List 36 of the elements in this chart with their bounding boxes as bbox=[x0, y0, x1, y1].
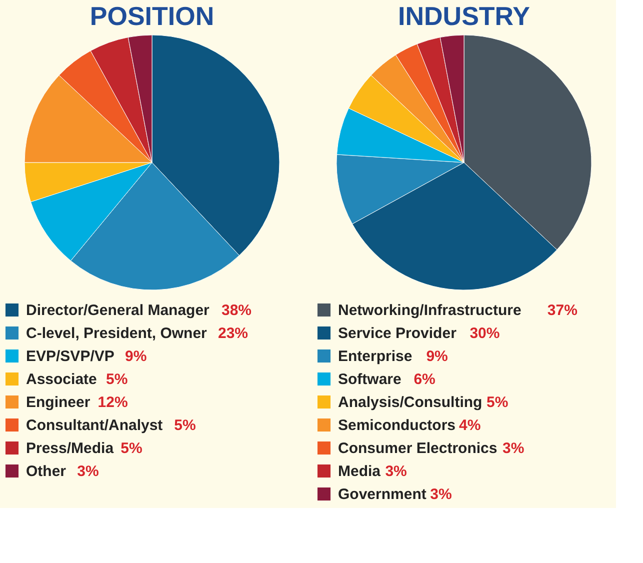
legend-label: Media bbox=[338, 463, 382, 480]
legend-label: EVP/SVP/VP bbox=[26, 348, 114, 365]
legend-label: Semiconductors bbox=[338, 417, 456, 434]
data-label: 5% bbox=[174, 417, 196, 434]
legend-label: Analysis/Consulting bbox=[338, 394, 482, 411]
legend-label: Consumer Electronics bbox=[338, 440, 498, 457]
chart-title: INDUSTRY bbox=[398, 1, 530, 31]
data-label: 37% bbox=[547, 302, 578, 319]
data-label: 3% bbox=[77, 463, 99, 480]
data-label: 5% bbox=[486, 394, 508, 411]
legend-label: Associate bbox=[26, 371, 97, 388]
legend-label: Government bbox=[338, 486, 426, 503]
data-label: 23% bbox=[218, 325, 248, 342]
legend-label: Software bbox=[338, 371, 402, 388]
data-label: 9% bbox=[426, 348, 448, 365]
data-label: 30% bbox=[470, 325, 500, 342]
data-label: 3% bbox=[430, 486, 452, 503]
data-label: 3% bbox=[385, 463, 407, 480]
data-label: 12% bbox=[98, 394, 128, 411]
data-label: 6% bbox=[414, 371, 436, 388]
legend-label: Networking/Infrastructure bbox=[338, 302, 522, 319]
legend-label: Other bbox=[26, 463, 66, 480]
data-label: 3% bbox=[502, 440, 524, 457]
legend-label: Service Provider bbox=[338, 325, 457, 342]
legend-label: Engineer bbox=[26, 394, 90, 411]
data-label: 4% bbox=[459, 417, 481, 434]
data-label: 38% bbox=[222, 302, 252, 319]
legend-label: C-level, President, Owner bbox=[26, 325, 208, 342]
legend-label: Enterprise bbox=[338, 348, 412, 365]
data-label: 5% bbox=[120, 440, 142, 457]
legend-label: Consultant/Analyst bbox=[26, 417, 163, 434]
data-label: 9% bbox=[125, 348, 147, 365]
legend-label: Director/General Manager bbox=[26, 302, 210, 319]
data-label: 5% bbox=[106, 371, 128, 388]
chart-title: POSITION bbox=[90, 1, 214, 31]
legend-label: Press/Media bbox=[26, 440, 114, 457]
